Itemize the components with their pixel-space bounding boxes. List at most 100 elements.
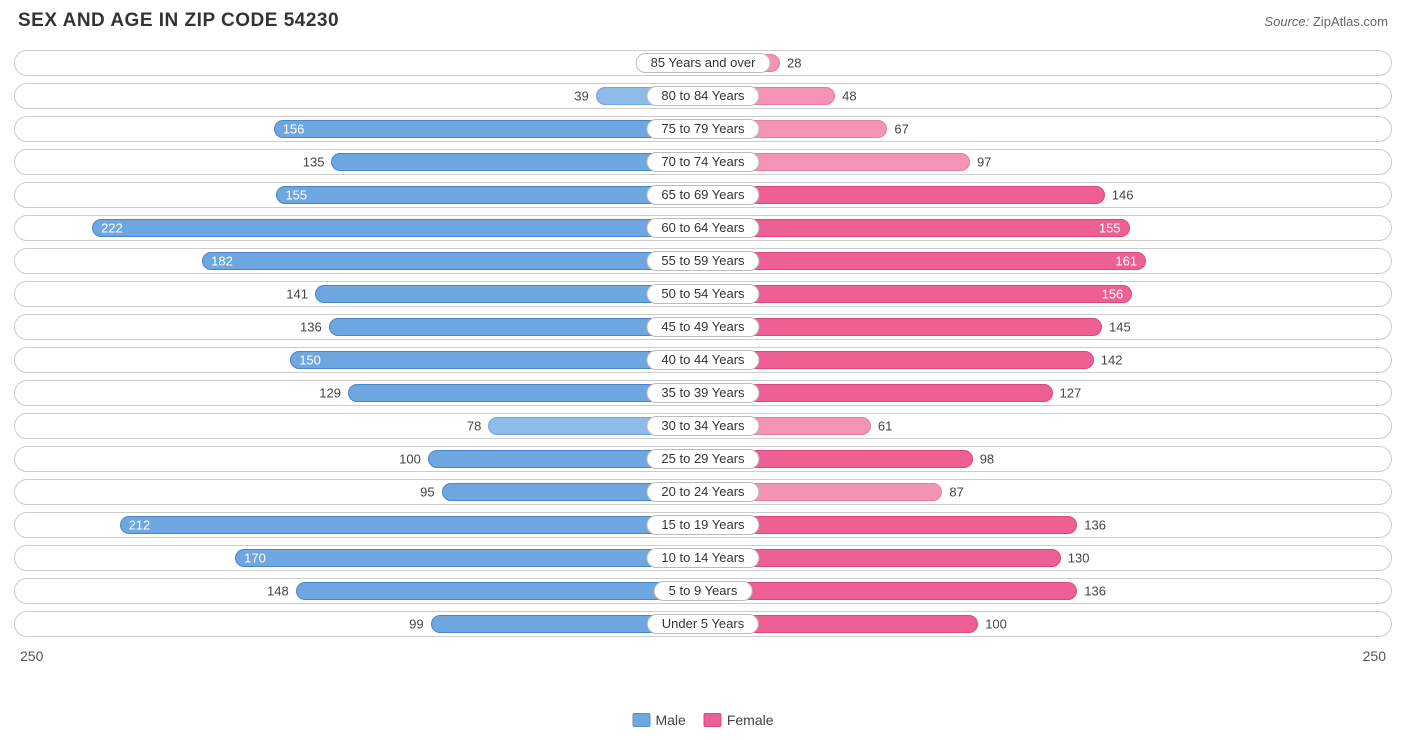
male-value: 156	[283, 122, 305, 137]
female-value: 97	[969, 155, 991, 170]
male-value: 182	[211, 254, 233, 269]
source-label: Source:	[1264, 14, 1309, 29]
age-category-label: 60 to 64 Years	[646, 218, 759, 238]
age-category-label: 40 to 44 Years	[646, 350, 759, 370]
male-value: 39	[574, 89, 596, 104]
male-value: 150	[299, 353, 321, 368]
male-bar: 156	[274, 120, 703, 138]
female-bar: 145	[703, 318, 1102, 336]
age-category-label: 65 to 69 Years	[646, 185, 759, 205]
female-value: 156	[1102, 287, 1124, 302]
pyramid-row: 95 87 20 to 24 Years	[14, 479, 1392, 505]
source-value: ZipAtlas.com	[1313, 14, 1388, 29]
male-value: 155	[285, 188, 307, 203]
female-bar: 136	[703, 582, 1077, 600]
age-category-label: 30 to 34 Years	[646, 416, 759, 436]
male-bar: 182	[202, 252, 703, 270]
pyramid-row: 1481365 to 9 Years	[14, 578, 1392, 604]
male-value: 95	[420, 485, 442, 500]
male-value: 170	[244, 551, 266, 566]
pyramid-row: 100 98 25 to 29 Years	[14, 446, 1392, 472]
male-value: 129	[319, 386, 349, 401]
pyramid-row: 212 136 15 to 19 Years	[14, 512, 1392, 538]
male-value: 222	[101, 221, 123, 236]
female-value: 136	[1076, 518, 1106, 533]
age-category-label: 20 to 24 Years	[646, 482, 759, 502]
pyramid-row: 182 161 55 to 59 Years	[14, 248, 1392, 274]
female-value: 146	[1104, 188, 1134, 203]
female-value: 98	[972, 452, 994, 467]
chart-title: SEX AND AGE IN ZIP CODE 54230	[18, 10, 339, 32]
pyramid-row: 102885 Years and over	[14, 50, 1392, 76]
chart-header: SEX AND AGE IN ZIP CODE 54230 Source: Zi…	[14, 10, 1392, 32]
pyramid-row: 135 97 70 to 74 Years	[14, 149, 1392, 175]
age-category-label: 50 to 54 Years	[646, 284, 759, 304]
male-value: 78	[467, 419, 489, 434]
pyramid-row: 13614545 to 49 Years	[14, 314, 1392, 340]
chart-source: Source: ZipAtlas.com	[1264, 14, 1388, 29]
male-bar: 212	[120, 516, 703, 534]
female-bar: 161	[703, 252, 1146, 270]
age-category-label: 80 to 84 Years	[646, 86, 759, 106]
female-value: 130	[1060, 551, 1090, 566]
axis-right-max: 250	[1363, 648, 1386, 664]
male-bar: 150	[290, 351, 703, 369]
female-value: 145	[1101, 320, 1131, 335]
age-category-label: 75 to 79 Years	[646, 119, 759, 139]
age-category-label: 85 Years and over	[636, 53, 771, 73]
axis-left-max: 250	[20, 648, 43, 664]
female-value: 161	[1115, 254, 1137, 269]
female-bar: 142	[703, 351, 1094, 369]
age-category-label: 35 to 39 Years	[646, 383, 759, 403]
pyramid-row: 39 48 80 to 84 Years	[14, 83, 1392, 109]
age-category-label: 45 to 49 Years	[646, 317, 759, 337]
male-value: 135	[303, 155, 333, 170]
legend-male-swatch	[632, 713, 650, 727]
legend-female: Female	[704, 712, 774, 728]
female-value: 87	[941, 485, 963, 500]
age-category-label: 15 to 19 Years	[646, 515, 759, 535]
age-category-label: 10 to 14 Years	[646, 548, 759, 568]
pyramid-row: 156 67 75 to 79 Years	[14, 116, 1392, 142]
age-category-label: 5 to 9 Years	[654, 581, 753, 601]
population-pyramid-chart: 102885 Years and over394880 to 84 Years1…	[14, 50, 1392, 637]
male-value: 212	[129, 518, 151, 533]
pyramid-row: 15014240 to 44 Years	[14, 347, 1392, 373]
pyramid-row: 99 100 Under 5 Years	[14, 611, 1392, 637]
x-axis: 250 250	[14, 644, 1392, 664]
female-bar: 155	[703, 219, 1130, 237]
female-bar: 156	[703, 285, 1132, 303]
female-value: 67	[886, 122, 908, 137]
age-category-label: 25 to 29 Years	[646, 449, 759, 469]
legend-male-label: Male	[655, 712, 685, 728]
female-value: 61	[870, 419, 892, 434]
pyramid-row: 170 130 10 to 14 Years	[14, 545, 1392, 571]
female-bar: 146	[703, 186, 1105, 204]
age-category-label: 55 to 59 Years	[646, 251, 759, 271]
female-value: 28	[779, 56, 801, 71]
male-bar: 222	[92, 219, 703, 237]
female-value: 100	[977, 617, 1007, 632]
age-category-label: Under 5 Years	[647, 614, 759, 634]
chart-legend: Male Female	[632, 712, 773, 728]
pyramid-row: 222 155 60 to 64 Years	[14, 215, 1392, 241]
female-value: 155	[1099, 221, 1121, 236]
female-value: 127	[1052, 386, 1082, 401]
age-category-label: 70 to 74 Years	[646, 152, 759, 172]
male-value: 148	[267, 584, 297, 599]
pyramid-row: 141 156 50 to 54 Years	[14, 281, 1392, 307]
legend-female-swatch	[704, 713, 722, 727]
male-bar: 155	[276, 186, 703, 204]
female-value: 142	[1093, 353, 1123, 368]
female-value: 48	[834, 89, 856, 104]
male-bar: 148	[296, 582, 703, 600]
female-value: 136	[1076, 584, 1106, 599]
male-value: 100	[399, 452, 429, 467]
male-value: 99	[409, 617, 431, 632]
legend-female-label: Female	[727, 712, 774, 728]
legend-male: Male	[632, 712, 685, 728]
pyramid-row: 129 127 35 to 39 Years	[14, 380, 1392, 406]
pyramid-row: 78 61 30 to 34 Years	[14, 413, 1392, 439]
male-bar: 141	[315, 285, 703, 303]
male-value: 136	[300, 320, 330, 335]
